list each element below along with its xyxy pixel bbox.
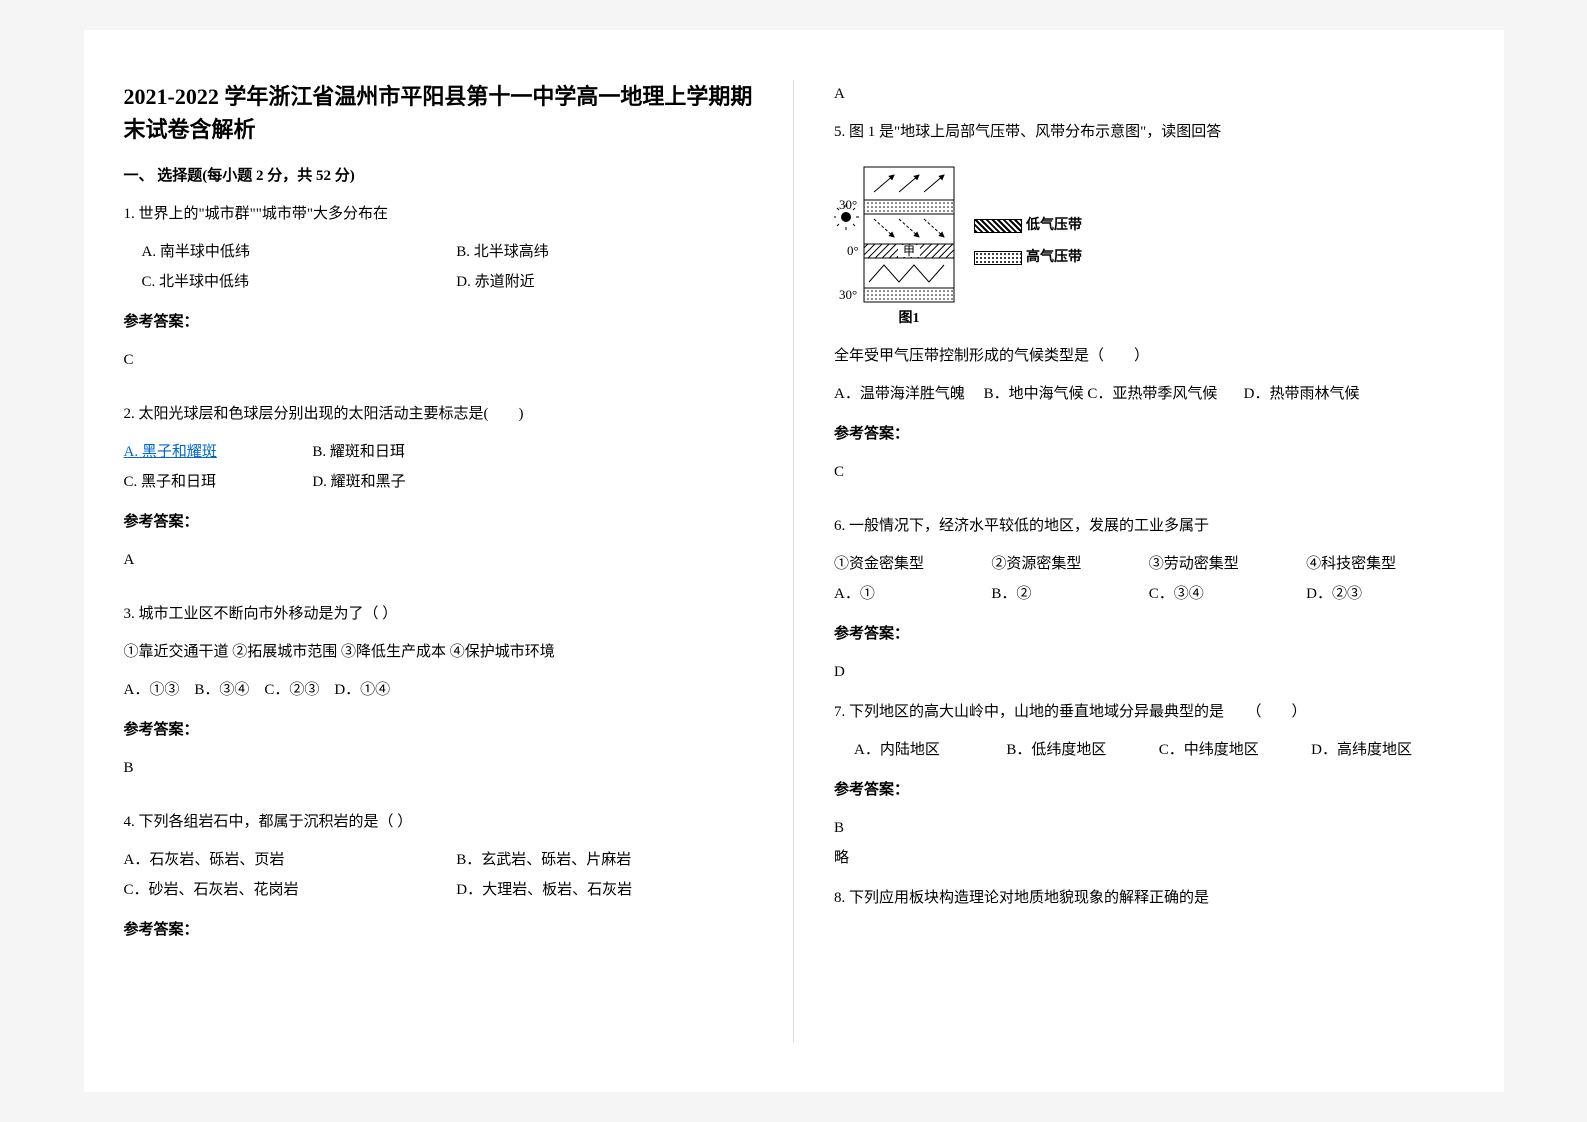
- q6-item1: ①资金密集型: [834, 549, 991, 579]
- q7-opt-c: C．中纬度地区: [1159, 735, 1311, 765]
- question-8: 8. 下列应用板块构造理论对地质地貌现象的解释正确的是: [834, 883, 1464, 921]
- q5-intro: 5. 图 1 是"地球上局部气压带、风带分布示意图"，读图回答: [834, 117, 1464, 147]
- q6-item2: ②资源密集型: [991, 549, 1148, 579]
- q6-stem: 6. 一般情况下，经济水平较低的地区，发展的工业多属于: [834, 511, 1464, 541]
- q1-options: A. 南半球中低纬 B. 北半球高纬 C. 北半球中低纬 D. 赤道附近: [124, 237, 754, 297]
- q4-stem: 4. 下列各组岩石中，都属于沉积岩的是（ ）: [124, 807, 754, 837]
- q5-stem: 全年受甲气压带控制形成的气候类型是（ ）: [834, 341, 1464, 371]
- legend-high-text: 高气压带: [1026, 250, 1082, 265]
- q7-opt-a: A．内陆地区: [854, 735, 1006, 765]
- q3-stem: 3. 城市工业区不断向市外移动是为了（ ）: [124, 599, 754, 629]
- q7-opt-b: B．低纬度地区: [1006, 735, 1158, 765]
- q4-answer-label: 参考答案：: [124, 915, 754, 945]
- label-jia: 甲: [903, 244, 915, 258]
- q6-options: A．① B．② C．③④ D．②③: [834, 579, 1464, 609]
- q8-stem: 8. 下列应用板块构造理论对地质地貌现象的解释正确的是: [834, 883, 1464, 913]
- q7-opt-d: D．高纬度地区: [1311, 735, 1463, 765]
- q7-explanation: 略: [834, 843, 1464, 873]
- q2-answer-label: 参考答案：: [124, 507, 754, 537]
- q1-opt-c: C. 北半球中低纬: [124, 267, 439, 297]
- q2-opt-c: C. 黑子和日珥: [124, 467, 313, 497]
- q5-answer: C: [834, 457, 1464, 487]
- q4-options: A．石灰岩、砾岩、页岩 B．玄武岩、砾岩、片麻岩 C．砂岩、石灰岩、花岗岩 D．…: [124, 845, 754, 905]
- question-3: 3. 城市工业区不断向市外移动是为了（ ） ①靠近交通干道 ②拓展城市范围 ③降…: [124, 599, 754, 797]
- svg-text:30°: 30°: [839, 287, 857, 302]
- q2-opt-a-link[interactable]: A. 黑子和耀斑: [124, 437, 313, 467]
- q2-opt-b: B. 耀斑和日珥: [312, 437, 753, 467]
- q1-opt-a: A. 南半球中低纬: [124, 237, 439, 267]
- q7-stem: 7. 下列地区的高大山岭中，山地的垂直地域分异最典型的是 （ ）: [834, 697, 1464, 727]
- left-column: 2021-2022 学年浙江省温州市平阳县第十一中学高一地理上学期期末试卷含解析…: [124, 80, 754, 1042]
- q7-options: A．内陆地区 B．低纬度地区 C．中纬度地区 D．高纬度地区: [834, 735, 1464, 765]
- q5-opt-b: B．地中海气候: [984, 386, 1084, 402]
- q5-opt-a: A．温带海洋胜气魄: [834, 386, 965, 402]
- legend-low-text: 低气压带: [1026, 218, 1082, 233]
- exam-title: 2021-2022 学年浙江省温州市平阳县第十一中学高一地理上学期期末试卷含解析: [124, 80, 754, 146]
- q1-answer: C: [124, 345, 754, 375]
- q4-opt-d: D．大理岩、板岩、石灰岩: [438, 875, 753, 905]
- q6-answer-label: 参考答案：: [834, 619, 1464, 649]
- q1-stem: 1. 世界上的"城市群""城市带"大多分布在: [124, 199, 754, 229]
- q6-opt-a: A．①: [834, 579, 991, 609]
- q3-options: A．①③ B．③④ C．②③ D．①④: [124, 675, 754, 705]
- question-7: 7. 下列地区的高大山岭中，山地的垂直地域分异最典型的是 （ ） A．内陆地区 …: [834, 697, 1464, 873]
- q6-opt-d: D．②③: [1306, 579, 1463, 609]
- svg-text:图1: 图1: [899, 310, 920, 326]
- q2-opt-d: D. 耀斑和黑子: [312, 467, 753, 497]
- q5-answer-label: 参考答案：: [834, 419, 1464, 449]
- q1-answer-label: 参考答案：: [124, 307, 754, 337]
- q7-answer-label: 参考答案：: [834, 775, 1464, 805]
- svg-text:30°: 30°: [839, 197, 857, 212]
- column-divider: [793, 80, 794, 1042]
- pressure-belt-diagram: 甲 30° 0° 30°: [834, 157, 964, 327]
- q4-opt-c: C．砂岩、石灰岩、花岗岩: [124, 875, 439, 905]
- diagram-legend: 低气压带 高气压带: [974, 208, 1082, 276]
- exam-page: 2021-2022 学年浙江省温州市平阳县第十一中学高一地理上学期期末试卷含解析…: [84, 30, 1504, 1092]
- hatch-swatch: [974, 219, 1022, 233]
- q2-answer: A: [124, 545, 754, 575]
- legend-high: 高气压带: [974, 244, 1082, 272]
- q1-opt-d: D. 赤道附近: [438, 267, 753, 297]
- q3-items: ①靠近交通干道 ②拓展城市范围 ③降低生产成本 ④保护城市环境: [124, 637, 754, 667]
- q3-answer-label: 参考答案：: [124, 715, 754, 745]
- q6-opt-b: B．②: [991, 579, 1148, 609]
- question-5: 5. 图 1 是"地球上局部气压带、风带分布示意图"，读图回答: [834, 117, 1464, 501]
- right-column: A 5. 图 1 是"地球上局部气压带、风带分布示意图"，读图回答: [834, 80, 1464, 1042]
- q3-answer: B: [124, 753, 754, 783]
- q6-item3: ③劳动密集型: [1149, 549, 1306, 579]
- q2-stem: 2. 太阳光球层和色球层分别出现的太阳活动主要标志是( ): [124, 399, 754, 429]
- question-6: 6. 一般情况下，经济水平较低的地区，发展的工业多属于 ①资金密集型 ②资源密集…: [834, 511, 1464, 687]
- q6-opt-c: C．③④: [1149, 579, 1306, 609]
- q4-opt-b: B．玄武岩、砾岩、片麻岩: [438, 845, 753, 875]
- q5-opt-c: C．亚热带季风气候: [1087, 386, 1217, 402]
- dots-swatch: [974, 251, 1022, 265]
- section-heading: 一、 选择题(每小题 2 分，共 52 分): [124, 164, 754, 185]
- q4-opt-a: A．石灰岩、砾岩、页岩: [124, 845, 439, 875]
- q6-answer: D: [834, 657, 1464, 687]
- q1-opt-b: B. 北半球高纬: [438, 237, 753, 267]
- q5-opt-d: D．热带雨林气候: [1244, 386, 1360, 402]
- svg-text:0°: 0°: [847, 243, 859, 258]
- q5-diagram: 甲 30° 0° 30°: [834, 157, 1464, 327]
- question-2: 2. 太阳光球层和色球层分别出现的太阳活动主要标志是( ) A. 黑子和耀斑 B…: [124, 399, 754, 589]
- q6-item4: ④科技密集型: [1306, 549, 1463, 579]
- q2-options: A. 黑子和耀斑 B. 耀斑和日珥 C. 黑子和日珥 D. 耀斑和黑子: [124, 437, 754, 497]
- legend-low: 低气压带: [974, 212, 1082, 240]
- q5-options: A．温带海洋胜气魄 B．地中海气候 C．亚热带季风气候 D．热带雨林气候: [834, 379, 1464, 409]
- q6-items: ①资金密集型 ②资源密集型 ③劳动密集型 ④科技密集型: [834, 549, 1464, 579]
- q7-answer: B: [834, 813, 1464, 843]
- question-1: 1. 世界上的"城市群""城市带"大多分布在 A. 南半球中低纬 B. 北半球高…: [124, 199, 754, 389]
- q4-answer: A: [834, 86, 1464, 103]
- question-4: 4. 下列各组岩石中，都属于沉积岩的是（ ） A．石灰岩、砾岩、页岩 B．玄武岩…: [124, 807, 754, 953]
